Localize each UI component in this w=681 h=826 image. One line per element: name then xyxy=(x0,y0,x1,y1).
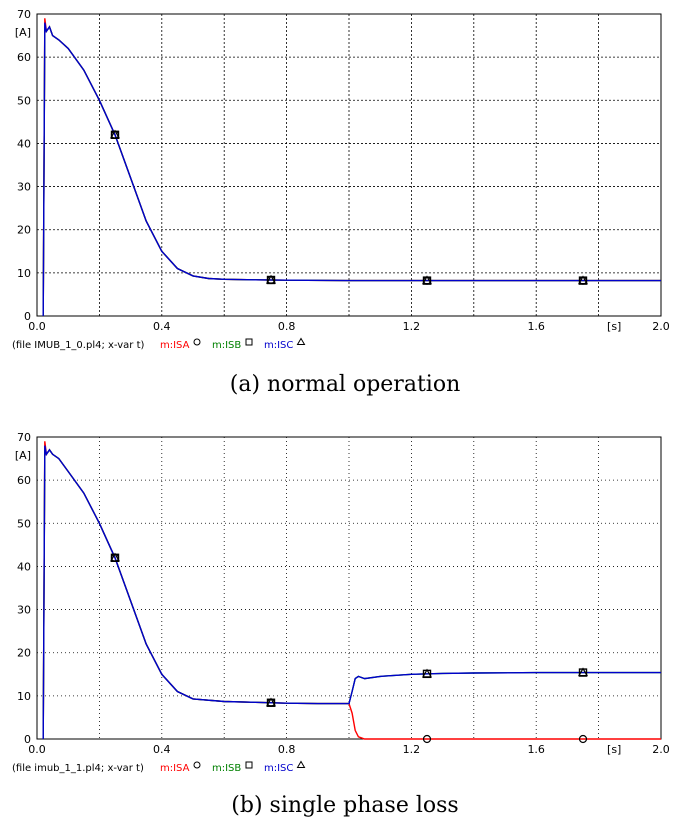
y-tick-label: 0 xyxy=(24,733,31,746)
marker-triangle xyxy=(265,697,277,707)
series-line-misc xyxy=(42,22,661,317)
legend-file-label: (file IMUB_1_0.pl4; x-var t) xyxy=(12,340,145,351)
marker-triangle xyxy=(421,275,433,285)
x-tick-label: 2.0 xyxy=(652,743,670,756)
x-unit-label: [s] xyxy=(607,743,621,756)
x-tick-label: 1.2 xyxy=(403,320,421,333)
legend-entry-misb: m:ISB xyxy=(212,763,241,774)
caption-single-phase-loss: (b) single phase loss xyxy=(231,793,458,818)
x-tick-label: 0.8 xyxy=(278,320,296,333)
x-tick-label: 0.0 xyxy=(28,743,46,756)
x-tick-label: 1.6 xyxy=(527,743,545,756)
x-tick-label: 0.4 xyxy=(153,320,171,333)
caption-normal-operation: (a) normal operation xyxy=(230,372,460,397)
legend-marker-triangle xyxy=(296,337,306,345)
y-tick-label: 40 xyxy=(17,560,31,573)
y-tick-label: 30 xyxy=(17,604,31,617)
legend-marker-square xyxy=(245,761,253,769)
plot-frame xyxy=(36,436,662,740)
x-tick-label: 1.2 xyxy=(403,743,421,756)
marker-triangle xyxy=(265,274,277,284)
y-tick-label: 50 xyxy=(17,94,31,107)
y-tick-label: 40 xyxy=(17,137,31,150)
chart-panel-single-phase-loss: 0 10 20 30 40 50 60 70 0.0 0.4 0.8 1.2 1.6 2.0 [A] [s] (… xyxy=(12,431,670,774)
y-unit-label: [A] xyxy=(15,26,31,39)
y-tick-label: 30 xyxy=(17,181,31,194)
y-tick-label: 60 xyxy=(17,51,31,64)
legend-entry-misc: m:ISC xyxy=(264,763,293,774)
y-tick-label: 60 xyxy=(17,474,31,487)
legend-marker-circle xyxy=(193,338,201,346)
y-tick-label: 20 xyxy=(17,224,31,237)
y-tick-label: 20 xyxy=(17,647,31,660)
legend-entry-misc: m:ISC xyxy=(264,340,293,351)
x-tick-label: 0.4 xyxy=(153,743,171,756)
marker-circle xyxy=(422,734,432,744)
x-unit-label: [s] xyxy=(607,320,621,333)
plot-frame xyxy=(36,13,662,317)
y-tick-label: 70 xyxy=(17,8,31,21)
legend-marker-triangle xyxy=(296,760,306,768)
marker-triangle xyxy=(577,275,589,285)
y-tick-label: 70 xyxy=(17,431,31,444)
legend-entry-misa: m:ISA xyxy=(160,340,190,351)
x-tick-label: 0.0 xyxy=(28,320,46,333)
y-tick-label: 0 xyxy=(24,310,31,323)
legend-marker-circle xyxy=(193,761,201,769)
marker-circle xyxy=(578,734,588,744)
y-tick-label: 10 xyxy=(17,267,31,280)
x-tick-label: 2.0 xyxy=(652,320,670,333)
legend-marker-square xyxy=(245,338,253,346)
x-tick-label: 0.8 xyxy=(278,743,296,756)
y-unit-label: [A] xyxy=(15,449,31,462)
marker-triangle xyxy=(109,552,121,562)
y-tick-label: 50 xyxy=(17,517,31,530)
marker-triangle xyxy=(421,668,433,678)
legend-file-label: (file imub_1_1.pl4; x-var t) xyxy=(12,763,144,774)
y-tick-label: 10 xyxy=(17,690,31,703)
marker-triangle xyxy=(577,667,589,677)
marker-triangle xyxy=(109,129,121,139)
legend-entry-misa: m:ISA xyxy=(160,763,190,774)
series-line-misc xyxy=(42,445,661,740)
legend-entry-misb: m:ISB xyxy=(212,340,241,351)
chart-panel-normal-operation: 0 10 20 30 40 50 60 70 0.0 0.4 0.8 1.2 1.6 2.0 [A] [s] (… xyxy=(12,8,670,351)
x-tick-label: 1.6 xyxy=(527,320,545,333)
